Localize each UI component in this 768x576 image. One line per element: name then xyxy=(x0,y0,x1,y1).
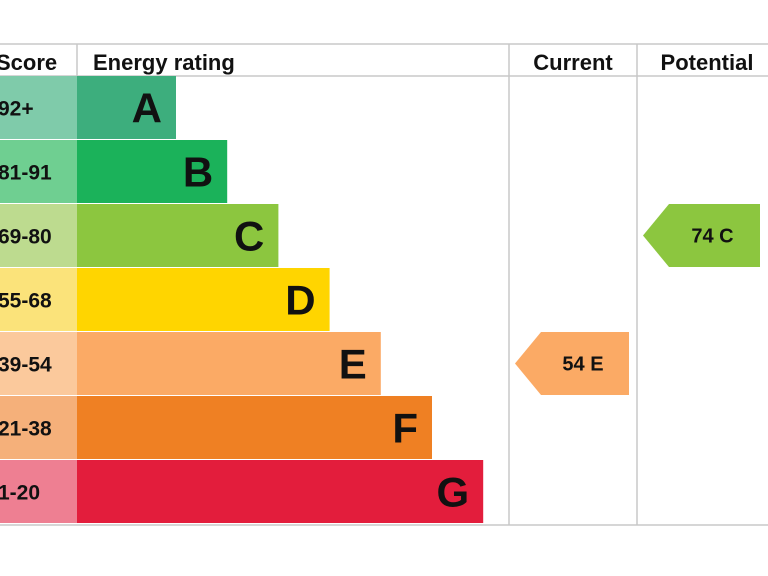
band-bar-d xyxy=(77,268,330,331)
column-headers: Score Energy rating Current Potential xyxy=(0,50,753,75)
score-range-e: 39-54 xyxy=(0,354,52,377)
score-cell-g xyxy=(0,460,77,523)
score-range-g: 1-20 xyxy=(0,482,40,505)
band-bar-c xyxy=(77,204,279,267)
current-rating-label: 54 E xyxy=(562,354,603,376)
band-bar-a xyxy=(77,76,176,139)
header-current: Current xyxy=(533,50,613,75)
band-letter-d: D xyxy=(285,277,315,324)
score-cell-c xyxy=(0,204,77,267)
potential-rating-arrow xyxy=(643,204,760,267)
score-range-a: 92+ xyxy=(0,98,34,121)
current-rating-arrow xyxy=(515,332,629,395)
band-letter-f: F xyxy=(392,405,418,452)
potential-rating-label: 74 C xyxy=(691,226,733,248)
band-bar-g xyxy=(77,460,484,523)
score-cell-e xyxy=(0,332,77,395)
band-bar-e xyxy=(77,332,381,395)
band-bar-f xyxy=(77,396,432,459)
score-range-f: 21-38 xyxy=(0,418,52,441)
band-letter-a: A xyxy=(132,85,162,132)
header-energy-rating: Energy rating xyxy=(93,50,235,75)
score-cell-f xyxy=(0,396,77,459)
band-letter-b: B xyxy=(183,149,213,196)
score-cell-b xyxy=(0,140,77,203)
score-range-c: 69-80 xyxy=(0,226,52,249)
score-range-b: 81-91 xyxy=(0,162,52,185)
band-letter-c: C xyxy=(234,213,264,260)
header-potential: Potential xyxy=(661,50,754,75)
score-cell-d xyxy=(0,268,77,331)
band-bar-b xyxy=(77,140,228,203)
score-cell-a xyxy=(0,76,77,139)
rating-bands: 92+ A 81-91 B 69-80 C 55-68 D 39-54 E 21-38 F 1-20 G xyxy=(0,76,484,523)
score-range-d: 55-68 xyxy=(0,290,52,313)
band-letter-e: E xyxy=(339,341,367,388)
header-score: Score xyxy=(0,50,57,75)
rating-markers: 54 E 74 C xyxy=(515,204,760,395)
band-letter-g: G xyxy=(437,469,470,516)
